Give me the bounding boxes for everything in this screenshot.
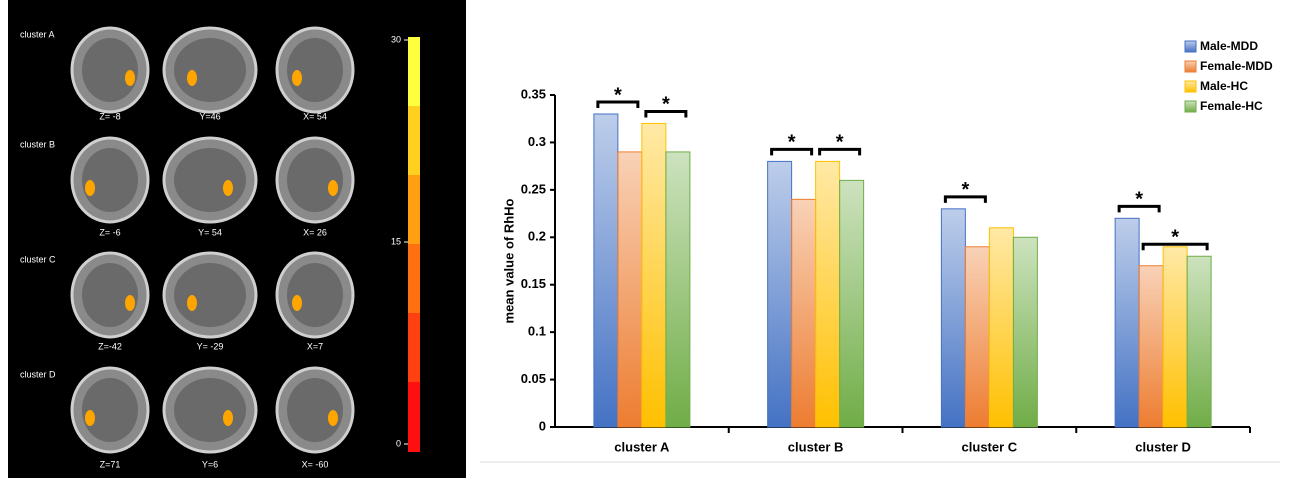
coordinate-label: X= 26 — [303, 227, 327, 237]
significance-label: * — [1171, 227, 1179, 249]
coordinate-label: Y= -29 — [197, 341, 224, 351]
brain-slice-inner — [287, 38, 343, 102]
activation-blob — [125, 70, 135, 86]
activation-blob — [223, 410, 233, 426]
significance-label: * — [788, 132, 796, 154]
coordinate-label: Y=46 — [199, 111, 220, 121]
bar — [768, 161, 792, 427]
brain-slice-inner — [287, 378, 343, 442]
bar — [1013, 237, 1037, 427]
y-axis-label: mean value of RhHo — [501, 198, 516, 323]
brain-slice-inner — [174, 263, 246, 327]
activation-blob — [125, 295, 135, 311]
y-tick-label: 0.3 — [528, 134, 546, 149]
coordinate-label: Z= -8 — [99, 111, 120, 121]
bar — [1163, 247, 1187, 427]
colorbar-band — [408, 175, 420, 244]
activation-blob — [292, 70, 302, 86]
brain-slice-inner — [82, 378, 138, 442]
brain-slice-inner — [287, 148, 343, 212]
colorbar-band — [408, 244, 420, 313]
legend-swatch — [1185, 41, 1196, 52]
activation-blob — [187, 295, 197, 311]
significance-label: * — [961, 179, 969, 201]
significance-label: * — [662, 94, 670, 116]
x-tick-label: cluster A — [614, 439, 670, 454]
activation-blob — [85, 180, 95, 196]
cluster-label: cluster C — [20, 254, 56, 264]
legend-label: Female-MDD — [1200, 59, 1273, 73]
coordinate-label: Z=-42 — [98, 341, 122, 351]
bar — [1115, 218, 1139, 427]
coordinate-label: X= -60 — [302, 459, 329, 469]
brain-slice-inner — [82, 148, 138, 212]
y-tick-label: 0.2 — [528, 229, 546, 244]
bar — [594, 114, 618, 427]
bar — [666, 152, 690, 427]
bar — [840, 180, 864, 427]
bar — [1187, 256, 1211, 427]
brain-slice-inner — [174, 148, 246, 212]
colorbar-band — [408, 37, 420, 106]
legend-swatch — [1185, 61, 1196, 72]
brain-slice-inner — [174, 378, 246, 442]
x-tick-label: cluster D — [1135, 439, 1191, 454]
y-tick-label: 0.15 — [521, 276, 546, 291]
activation-blob — [223, 180, 233, 196]
y-tick-label: 0 — [539, 418, 546, 433]
legend-label: Male-HC — [1200, 79, 1248, 93]
x-tick-label: cluster B — [788, 439, 844, 454]
activation-blob — [85, 410, 95, 426]
y-tick-label: 0.35 — [521, 86, 546, 101]
coordinate-label: Y=6 — [202, 459, 218, 469]
legend-swatch — [1185, 101, 1196, 112]
coordinate-label: X= 54 — [303, 111, 327, 121]
y-tick-label: 0.1 — [528, 324, 546, 339]
figure: mean value of RhHo cluster A Z= -8 Y=46 X= … — [0, 0, 1291, 480]
cluster-label: cluster B — [20, 139, 55, 149]
bar — [792, 199, 816, 427]
coordinate-label: Z= -6 — [99, 227, 120, 237]
coordinate-label: X=7 — [307, 341, 323, 351]
colorbar-tick-label: 15 — [391, 236, 401, 246]
bar — [1139, 266, 1163, 427]
bar — [642, 123, 666, 427]
cluster-label: cluster D — [20, 369, 56, 379]
brain-slice-inner — [287, 263, 343, 327]
activation-blob — [292, 295, 302, 311]
brain-slice-inner — [82, 263, 138, 327]
legend-label: Male-MDD — [1200, 39, 1258, 53]
coordinate-label: Y= 54 — [198, 227, 222, 237]
cluster-label: cluster A — [20, 29, 55, 39]
x-tick-label: cluster C — [962, 439, 1018, 454]
bar — [618, 152, 642, 427]
activation-blob — [187, 70, 197, 86]
brain-slice-inner — [82, 38, 138, 102]
colorbar-band — [408, 106, 420, 175]
bar — [965, 247, 989, 427]
significance-label: * — [836, 132, 844, 154]
activation-blob — [328, 410, 338, 426]
colorbar-band — [408, 382, 420, 452]
colorbar — [408, 37, 420, 452]
bar — [941, 209, 965, 427]
y-tick-label: 0.25 — [521, 181, 546, 196]
colorbar-tick-label: 30 — [391, 34, 401, 44]
coordinate-label: Z=71 — [100, 459, 121, 469]
activation-blob — [328, 180, 338, 196]
significance-label: * — [614, 84, 622, 106]
bar — [989, 228, 1013, 427]
brain-slice-inner — [174, 38, 246, 102]
bar — [816, 161, 840, 427]
colorbar-tick-label: 0 — [396, 438, 401, 448]
legend-swatch — [1185, 81, 1196, 92]
legend-label: Female-HC — [1200, 99, 1263, 113]
y-tick-label: 0.05 — [521, 371, 546, 386]
colorbar-band — [408, 313, 420, 382]
significance-label: * — [1135, 189, 1143, 211]
